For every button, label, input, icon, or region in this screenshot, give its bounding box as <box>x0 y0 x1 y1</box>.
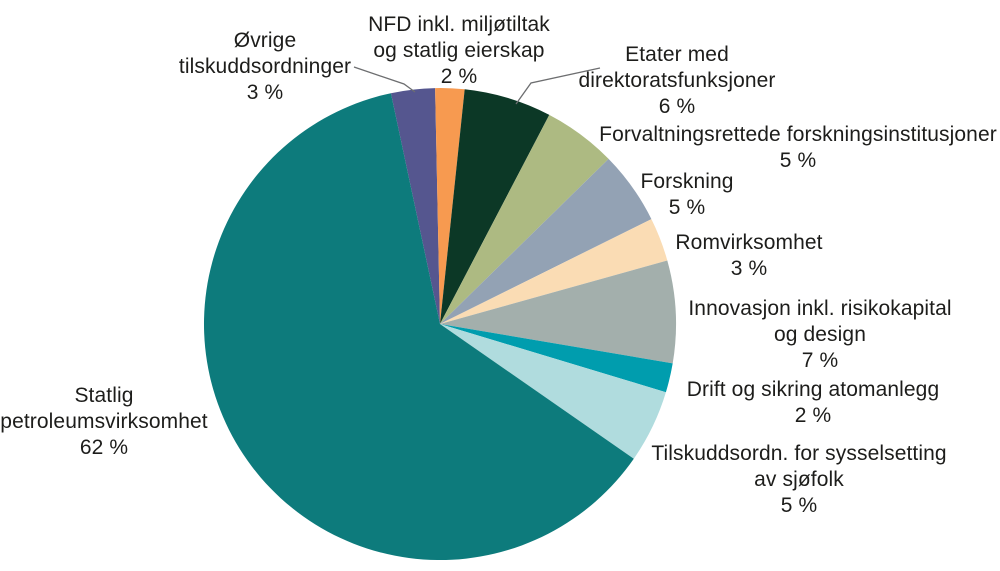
slice-label-line: Tilskuddsordn. for sysselsetting <box>651 442 947 465</box>
slice-label-line: Innovasjon inkl. risikokapital <box>688 297 952 320</box>
slice-label-line: Drift og sikring atomanlegg <box>686 378 940 401</box>
pie-slice-statlig-petroleumsvirksomhet <box>203 93 634 561</box>
slice-label-line: Statlig <box>74 384 134 407</box>
slice-label-etater-direktoratsfunksjoner: Etater med direktoratsfunksjoner 6 % <box>578 42 775 120</box>
slice-label-line: 2 % <box>794 404 832 427</box>
slice-label-line: 2 % <box>440 65 478 88</box>
slice-label-drift-sikring-atomanlegg: Drift og sikring atomanlegg 2 % <box>687 377 940 429</box>
slice-label-line: tilskuddsordninger <box>178 55 352 78</box>
slice-label-forvaltningsrettede-forskningsinstitusjoner: Forvaltningsrettede forskningsinstitusjo… <box>599 122 997 174</box>
slice-label-line: og design <box>774 323 866 346</box>
slice-label-line: 7 % <box>801 349 839 372</box>
slice-label-line: av sjøfolk <box>754 468 844 491</box>
slice-label-line: 5 % <box>779 149 817 172</box>
slice-label-line: direktoratsfunksjoner <box>578 69 776 92</box>
slice-label-line: 6 % <box>658 95 696 118</box>
slice-label-line: 62 % <box>79 436 129 459</box>
slice-label-line: 5 % <box>668 196 706 219</box>
pie-slice-etater-direktoratsfunksjoner <box>440 89 550 324</box>
slice-label-line: petroleumsvirksomhet <box>0 410 208 433</box>
slice-label-line: Forvaltningsrettede forskningsinstitusjo… <box>599 123 997 146</box>
slice-label-line: Øvrige <box>233 29 297 52</box>
pie-slice-forskning <box>440 158 652 324</box>
slice-label-line: 3 % <box>730 257 768 280</box>
slice-label-line: NFD inkl. miljøtiltak <box>368 13 550 36</box>
slice-label-romvirksomhet: Romvirksomhet 3 % <box>675 230 822 282</box>
slice-label-tilskuddsordn-sjofolk: Tilskuddsordn. for sysselsetting av sjøfo… <box>651 441 946 519</box>
pie-slice-innovasjon-risikokapital-design <box>440 260 677 364</box>
pie-slice-tilskuddsordn-sjofolk <box>440 324 666 459</box>
pie-slice-ovrige-tilskuddsordninger <box>390 88 440 324</box>
slice-label-line: Romvirksomhet <box>675 231 823 254</box>
slice-label-line: Forskning <box>640 170 734 193</box>
slice-label-statlig-petroleumsvirksomhet: Statlig petroleumsvirksomhet 62 % <box>0 383 207 461</box>
pie-slice-forvaltningsrettede-forskningsinstitusjoner <box>440 114 609 325</box>
slice-label-forskning: Forskning 5 % <box>640 169 733 221</box>
pie-slice-nfd-miljotiltak-eierskap <box>435 88 465 324</box>
slice-label-line: og statlig eierskap <box>373 39 545 62</box>
slice-label-innovasjon-risikokapital-design: Innovasjon inkl. risikokapital og design 7… <box>688 296 951 374</box>
pie-slice-romvirksomhet <box>440 219 668 324</box>
slice-label-line: 5 % <box>780 494 818 517</box>
slice-label-nfd-miljotiltak-eierskap: NFD inkl. miljøtiltak og statlig eierskap… <box>368 12 550 90</box>
slice-label-line: 3 % <box>246 81 284 104</box>
slice-label-line: Etater med <box>625 43 729 66</box>
pie-slice-drift-sikring-atomanlegg <box>440 324 673 393</box>
leader-line-etater-direktoratsfunksjoner <box>515 67 601 105</box>
leader-line-ovrige-tilskuddsordninger <box>353 66 416 93</box>
slice-label-ovrige-tilskuddsordninger: Øvrige tilskuddsordninger 3 % <box>179 28 351 106</box>
